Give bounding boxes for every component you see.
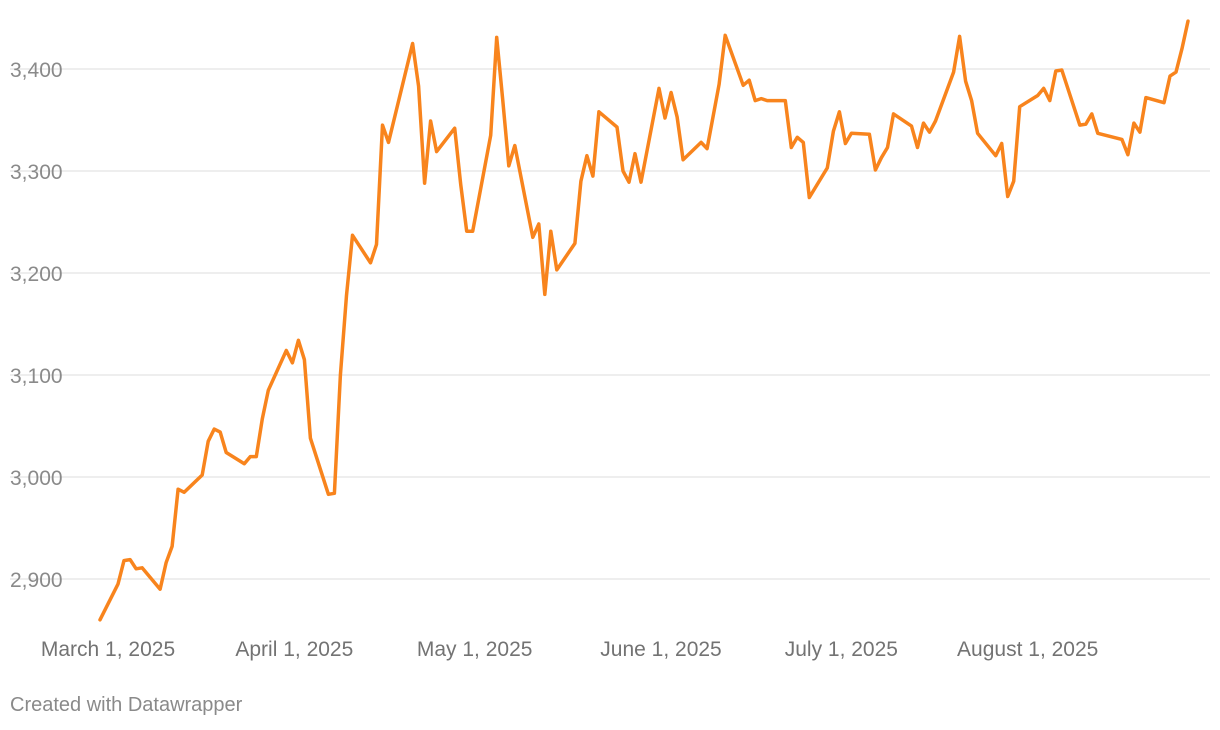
y-tick-label: 2,900: [10, 569, 63, 592]
y-tick-label: 3,400: [10, 59, 63, 82]
line-chart: 2,900 3,000 3,100 3,200 3,300 3,400 March 1, …: [10, 19, 1210, 661]
x-tick-label: May 1, 2025: [417, 638, 533, 661]
credit-text: Created with Datawrapper: [10, 694, 243, 716]
x-tick-label: June 1, 2025: [600, 638, 721, 661]
series-layer: [98, 19, 1190, 622]
y-axis-tick-labels: 2,900 3,000 3,100 3,200 3,300 3,400: [10, 59, 63, 592]
x-tick-label: April 1, 2025: [235, 638, 353, 661]
y-tick-label: 3,200: [10, 263, 63, 286]
x-axis-tick-labels: March 1, 2025 April 1, 2025 May 1, 2025 Jun…: [41, 638, 1098, 661]
x-tick-label: March 1, 2025: [41, 638, 175, 661]
y-tick-label: 3,300: [10, 161, 63, 184]
series-line: [98, 19, 1190, 622]
x-tick-label: August 1, 2025: [957, 638, 1098, 661]
gridlines: [10, 68, 1210, 580]
x-tick-label: July 1, 2025: [785, 638, 898, 661]
y-tick-label: 3,100: [10, 365, 63, 388]
y-tick-label: 3,000: [10, 467, 63, 490]
